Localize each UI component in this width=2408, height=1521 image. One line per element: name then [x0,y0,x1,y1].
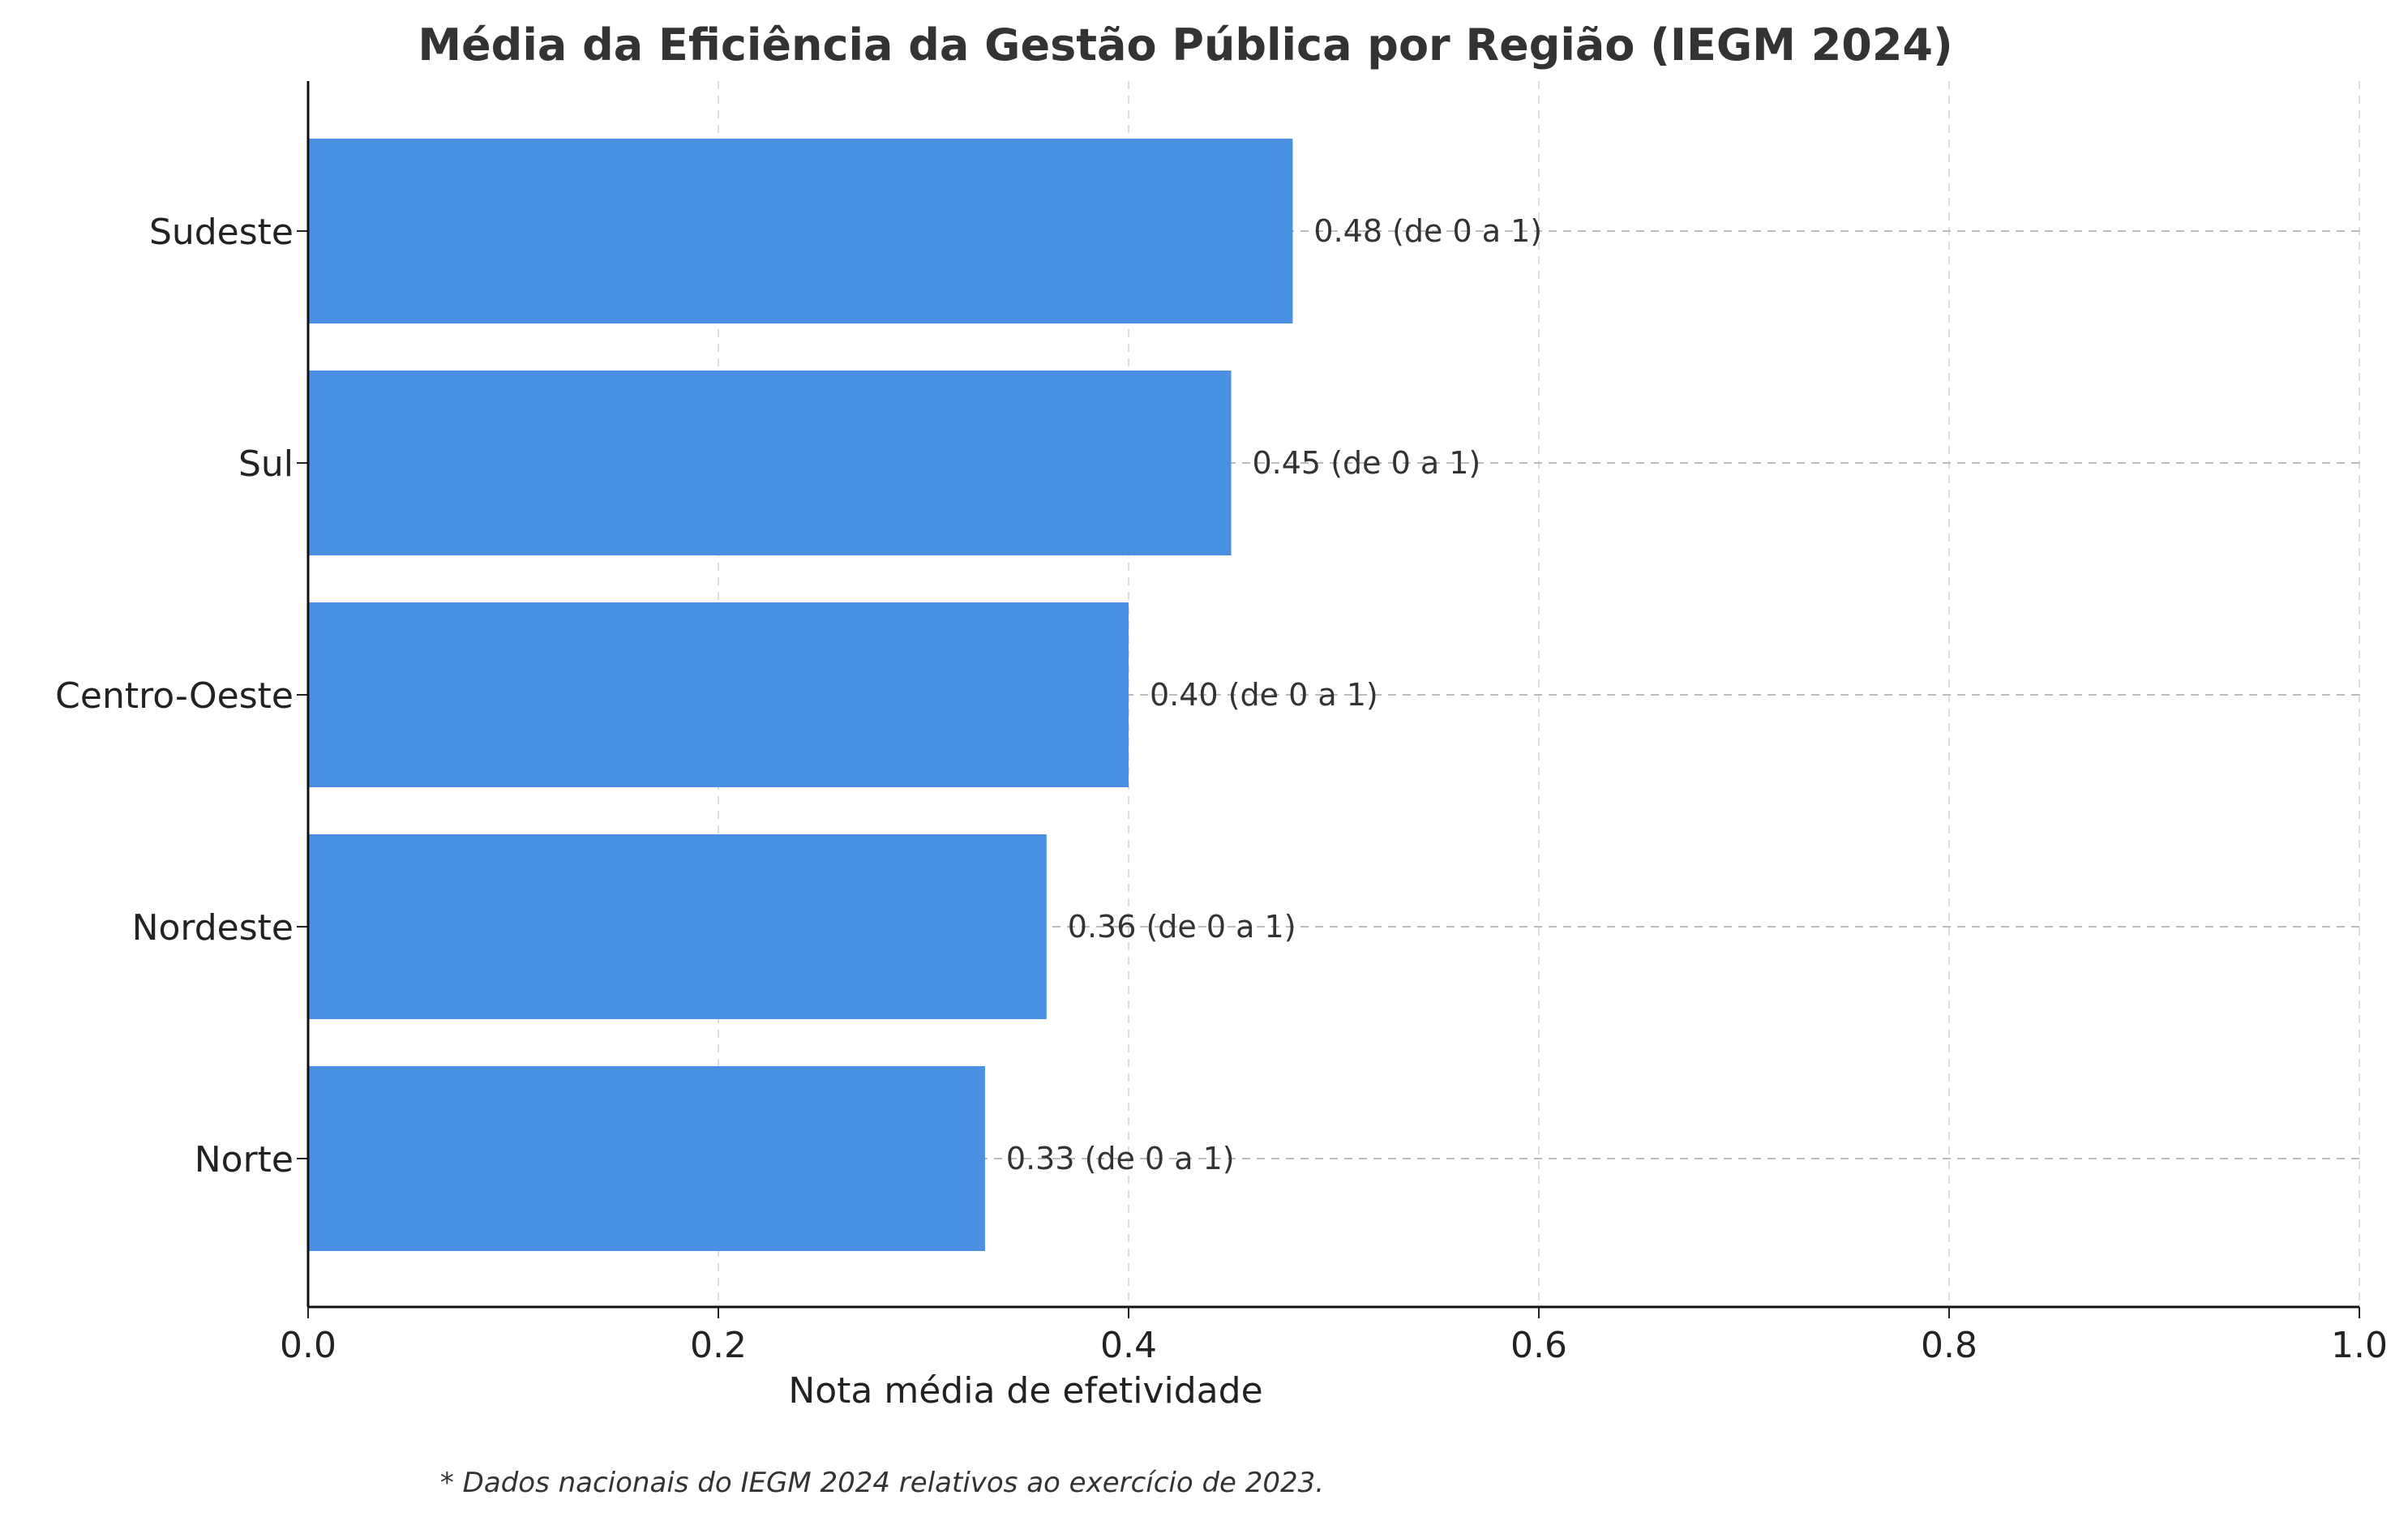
x-tick-label: 0.4 [1100,1325,1157,1366]
x-axis-label: Nota média de efetividade [788,1370,1262,1412]
footnote: * Dados nacionais do IEGM 2024 relativos… [440,1467,1324,1499]
x-tick-label: 0.8 [1921,1325,1977,1366]
bar-value-label: 0.36 (de 0 a 1) [1068,909,1296,945]
y-tick-label: Nordeste [132,907,294,949]
bars: 0.48 (de 0 a 1) 0.45 (de 0 a 1) 0.40 (de 0… [308,139,1542,1251]
x-tick-label: 0.0 [280,1325,336,1366]
bar-value-label: 0.40 (de 0 a 1) [1150,677,1378,713]
y-tick-label: Norte [195,1139,294,1180]
axes: Sudeste Sul Centro-Oeste Nordeste Norte 0.0 0.… [55,81,2388,1366]
bar [308,602,1129,787]
bar [308,834,1047,1019]
bar-value-label: 0.33 (de 0 a 1) [1006,1141,1235,1176]
bar [308,1066,985,1251]
y-tick-label: Sudeste [149,212,294,253]
bar [308,371,1232,555]
y-tick-label: Centro-Oeste [55,675,294,717]
bar-value-label: 0.45 (de 0 a 1) [1253,445,1481,481]
x-tick-label: 0.6 [1510,1325,1567,1366]
x-tick-label: 1.0 [2331,1325,2388,1366]
y-tick-label: Sul [238,443,294,485]
x-tick-label: 0.2 [690,1325,747,1366]
chart-title: Média da Eficiência da Gestão Pública po… [418,19,1952,71]
bar [308,139,1293,323]
bar-value-label: 0.48 (de 0 a 1) [1313,213,1542,249]
